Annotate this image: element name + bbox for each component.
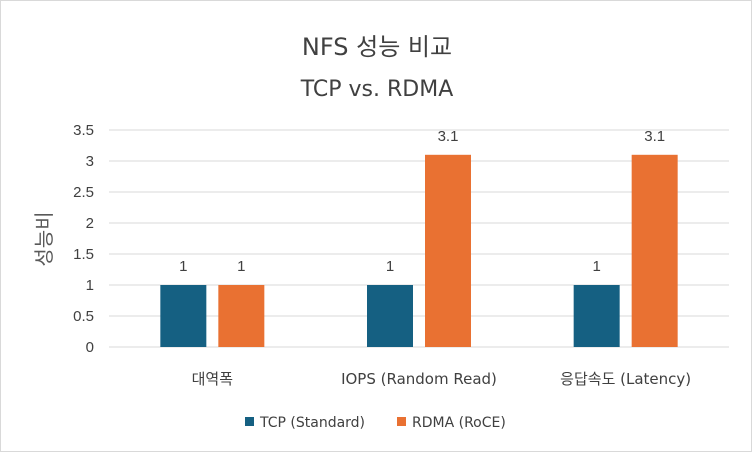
x-category-label: 응답속도 (Latency)	[560, 370, 691, 388]
data-label: 3.1	[644, 128, 665, 145]
x-category-label: 대역폭	[192, 370, 233, 388]
bar	[631, 154, 678, 347]
bar	[218, 285, 265, 347]
legend-entry: TCP (Standard)	[259, 415, 365, 431]
legend-swatch	[245, 417, 254, 426]
data-label: 1	[237, 258, 245, 275]
data-label: 3.1	[438, 128, 459, 145]
data-labels: 1 1 1 3.1 1 3.1	[179, 128, 665, 275]
legend-swatch	[397, 417, 406, 426]
gridlines	[109, 129, 729, 348]
y-tick-label: 1.5	[73, 246, 94, 263]
bar	[573, 285, 620, 347]
y-tick-label: 0.5	[73, 308, 94, 325]
x-category-label: IOPS (Random Read)	[341, 370, 497, 388]
y-tick-label: 2	[86, 215, 94, 232]
y-tick-label: 0	[86, 339, 94, 356]
bar	[367, 285, 413, 347]
bar	[160, 285, 207, 347]
chart-subtitle: TCP vs. RDMA	[300, 77, 454, 102]
y-axis-label: 성능비	[32, 211, 56, 266]
legend-entry: RDMA (RoCE)	[412, 415, 506, 431]
bar	[425, 154, 471, 347]
y-axis-ticks: 0 0.5 1 1.5 2 2.5 3 3.5	[73, 122, 94, 356]
y-tick-label: 3	[86, 153, 94, 170]
chart-title: NFS 성능 비교	[302, 33, 452, 61]
y-tick-label: 2.5	[73, 184, 94, 201]
x-axis-categories: 대역폭 IOPS (Random Read) 응답속도 (Latency)	[192, 370, 692, 388]
bars	[160, 154, 678, 347]
data-label: 1	[592, 258, 600, 275]
legend: TCP (Standard) RDMA (RoCE)	[245, 415, 506, 431]
y-tick-label: 1	[86, 277, 94, 294]
y-tick-label: 3.5	[73, 122, 94, 139]
data-label: 1	[179, 258, 187, 275]
data-label: 1	[386, 258, 394, 275]
